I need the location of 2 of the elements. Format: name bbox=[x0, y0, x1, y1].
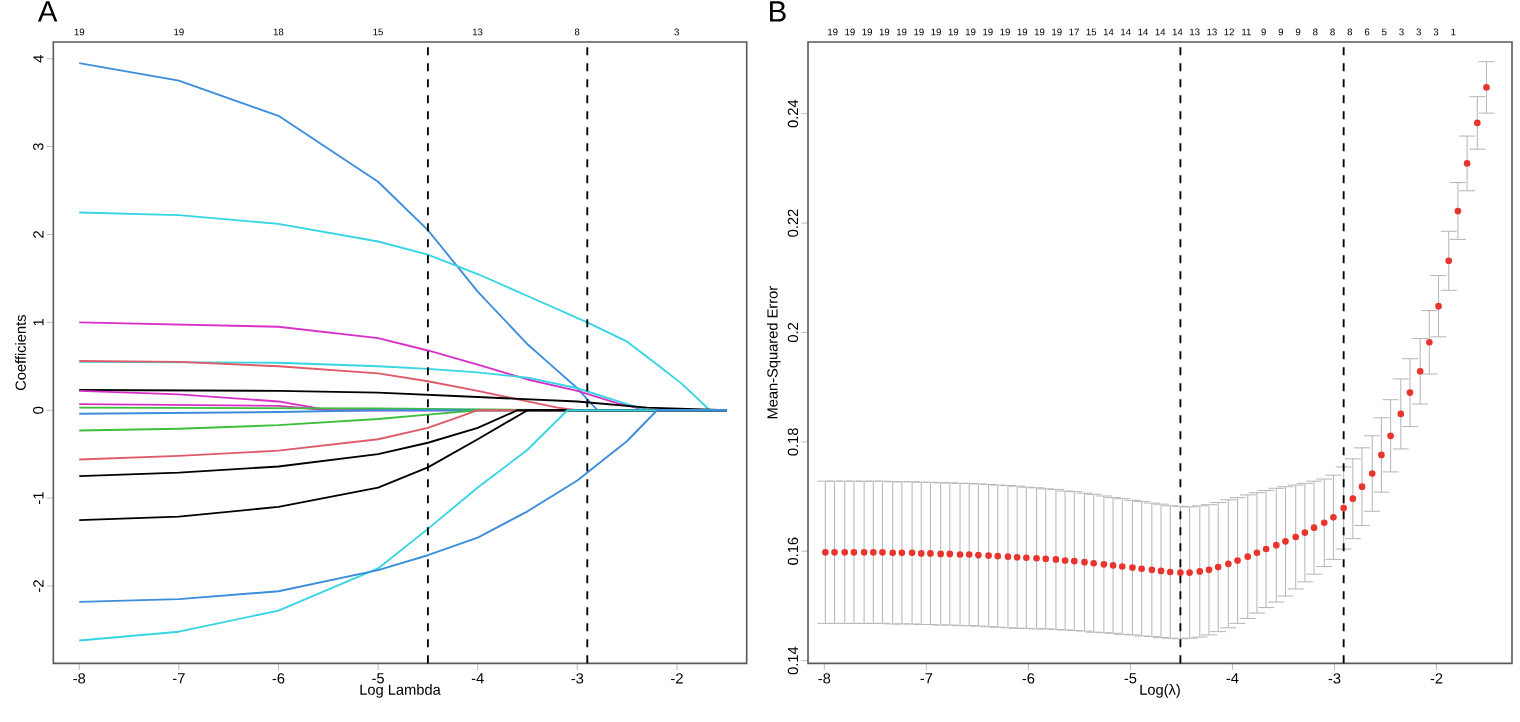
chart-title: A bbox=[37, 1, 58, 22]
chart-title: B bbox=[770, 1, 786, 22]
